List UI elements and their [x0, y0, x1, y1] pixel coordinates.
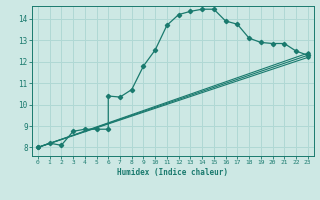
X-axis label: Humidex (Indice chaleur): Humidex (Indice chaleur)	[117, 168, 228, 177]
